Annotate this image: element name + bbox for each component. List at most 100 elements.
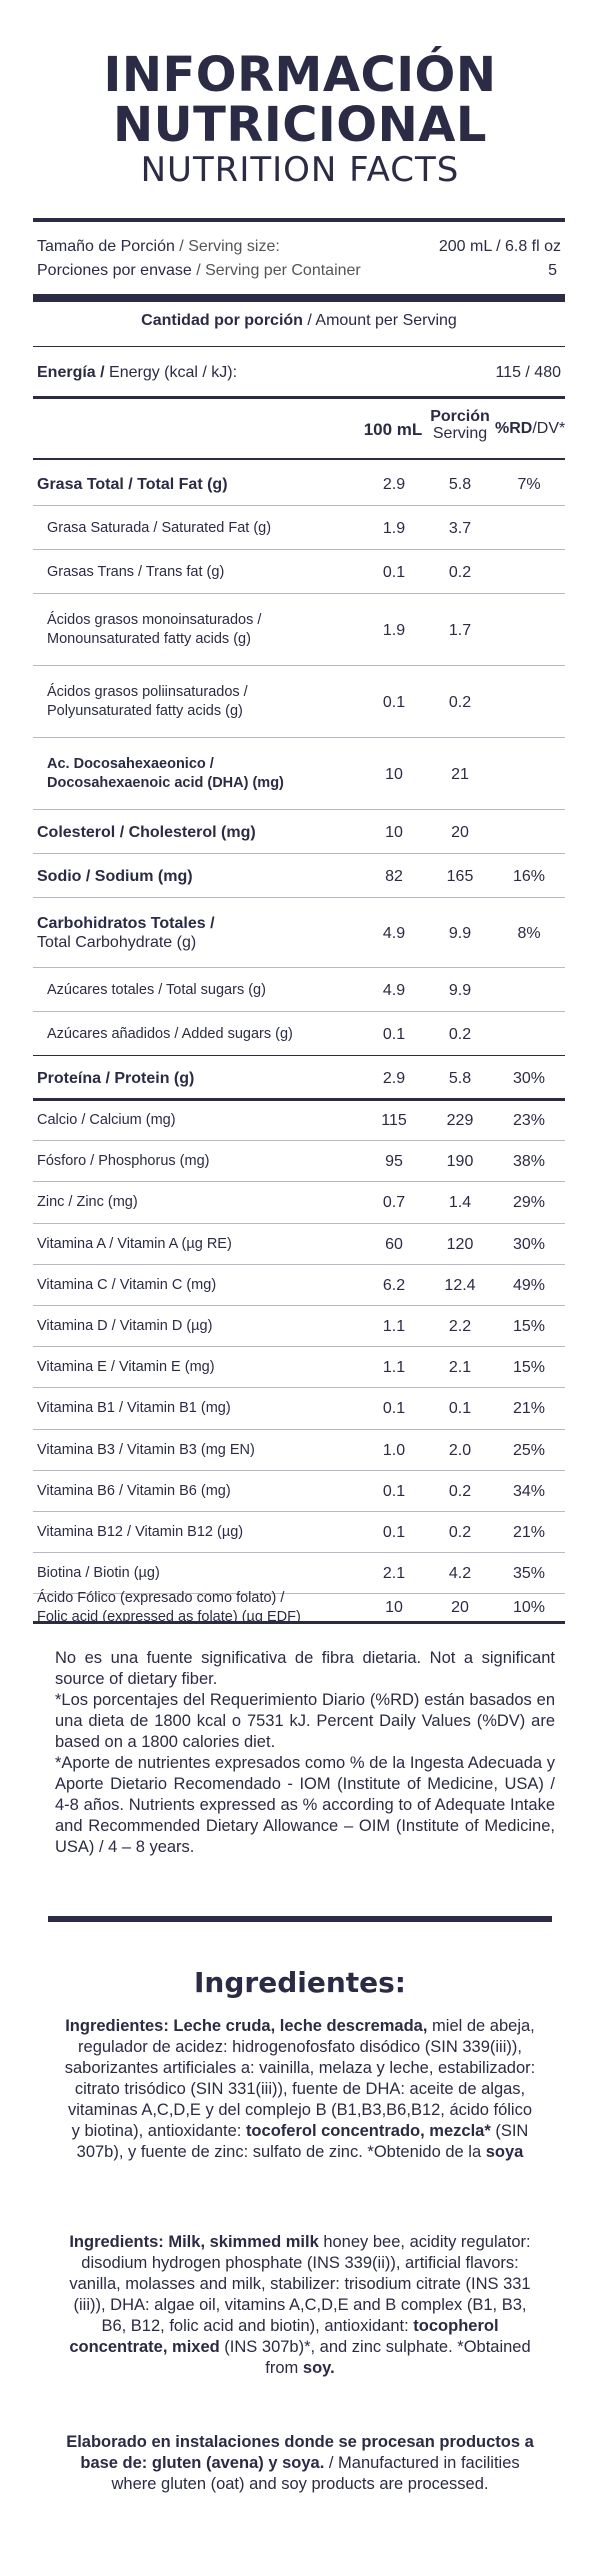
nutrient-value-serving: 5.8 bbox=[448, 1069, 472, 1087]
nutrient-value-dv: 15% bbox=[512, 1359, 546, 1377]
col-rd: %RD bbox=[495, 420, 533, 437]
serving-size-label-es: Tamaño de Porción bbox=[37, 238, 175, 255]
nutrient-label: Vitamina E / Vitamin E (mg) bbox=[37, 1358, 215, 1377]
nutrient-label-line: Vitamina C / Vitamin C (mg) bbox=[37, 1276, 217, 1293]
row-divider bbox=[33, 737, 565, 738]
nutrient-row: Grasa Total / Total Fat (g) 2.9 5.8 7% bbox=[33, 462, 565, 506]
nutrient-row: Vitamina A / Vitamin A (µg RE) 60 120 30% bbox=[33, 1224, 565, 1265]
nutrient-label-line: Ácido Fólico (expresado como folato) / bbox=[37, 1589, 285, 1606]
nutrient-row: Ácidos grasos monoinsaturados / Monounsat… bbox=[33, 594, 565, 666]
nutrient-row: Ácidos grasos poliinsaturados / Polyunsat… bbox=[33, 666, 565, 738]
nutrient-value-dv: 16% bbox=[512, 867, 546, 885]
nutrient-value-100ml: 0.7 bbox=[382, 1194, 406, 1212]
nutrient-label: Fósforo / Phosphorus (mg) bbox=[37, 1152, 209, 1171]
nutrient-label-line: Grasa Saturada / Saturated Fat (g) bbox=[47, 519, 272, 536]
row-divider bbox=[33, 549, 565, 550]
nutrient-row: Biotina / Biotin (µg) 2.1 4.2 35% bbox=[33, 1553, 565, 1595]
nutrient-value-dv: 7% bbox=[517, 475, 541, 493]
nutrient-label: Proteína / Protein (g) bbox=[37, 1069, 194, 1088]
ingredients-en-bold-3: soy. bbox=[302, 2359, 335, 2377]
row-divider bbox=[33, 1181, 565, 1183]
nutrient-value-100ml: 6.2 bbox=[382, 1276, 406, 1294]
nutrient-label-line: Vitamina A / Vitamin A (µg RE) bbox=[37, 1235, 232, 1252]
header-rule bbox=[33, 458, 565, 460]
nutrient-label: Grasa Total / Total Fat (g) bbox=[37, 475, 228, 494]
nutrient-row: Vitamina C / Vitamin C (mg) 6.2 12.4 49% bbox=[33, 1265, 565, 1306]
nutrient-value-serving: 4.2 bbox=[448, 1565, 472, 1583]
nutrient-label: Sodio / Sodium (mg) bbox=[37, 867, 193, 886]
nutrient-label: Carbohidratos Totales / Total Carbohydrat… bbox=[37, 914, 215, 952]
nutrient-label-line-2: Total Carbohydrate (g) bbox=[37, 934, 197, 951]
nutrient-row: Grasa Saturada / Saturated Fat (g) 1.9 3.7 bbox=[33, 506, 565, 550]
nutrient-label-line: Grasa Total / Total Fat (g) bbox=[37, 475, 228, 493]
facility-statement: Elaborado en instalaciones donde se proc… bbox=[62, 2432, 538, 2495]
nutrient-value-serving: 0.2 bbox=[448, 693, 472, 711]
nutrient-value-dv: 15% bbox=[512, 1318, 546, 1336]
nutrient-value-serving: 0.2 bbox=[448, 1524, 472, 1542]
nutrient-row: Carbohidratos Totales / Total Carbohydrat… bbox=[33, 898, 565, 968]
row-divider bbox=[33, 897, 565, 898]
nutrient-value-100ml: 2.9 bbox=[382, 475, 406, 493]
col-porcion: Porción bbox=[430, 408, 490, 425]
nutrient-value-100ml: 4.9 bbox=[382, 981, 406, 999]
top-rule bbox=[33, 218, 565, 222]
ingredients-rule bbox=[48, 1916, 552, 1922]
nutrient-value-100ml: 0.1 bbox=[382, 693, 406, 711]
ingredients-en: Ingredients: Milk, skimmed milk honey be… bbox=[62, 2232, 538, 2379]
nutrient-label-line: Vitamina D / Vitamin D (µg) bbox=[37, 1318, 213, 1335]
nutrient-value-serving: 120 bbox=[446, 1235, 474, 1253]
row-divider bbox=[33, 1263, 565, 1265]
nutrient-value-serving: 20 bbox=[451, 1599, 469, 1617]
nutrient-value-serving: 9.9 bbox=[448, 981, 472, 999]
col-100ml: 100 mL bbox=[363, 420, 423, 439]
nutrient-label-line: Vitamina B1 / Vitamin B1 (mg) bbox=[37, 1400, 231, 1417]
row-divider bbox=[33, 593, 565, 594]
nutrient-value-100ml: 1.0 bbox=[382, 1441, 406, 1459]
footnote-iom: *Aporte de nutrientes expresados como % … bbox=[55, 1754, 555, 1856]
nutrient-row: Grasas Trans / Trans fat (g) 0.1 0.2 bbox=[33, 550, 565, 594]
nutrient-label: Grasas Trans / Trans fat (g) bbox=[47, 563, 224, 582]
nutrient-label-line: Ácidos grasos poliinsaturados / bbox=[47, 684, 248, 700]
nutrient-value-100ml: 0.1 bbox=[382, 1025, 406, 1043]
nutrient-value-100ml: 60 bbox=[385, 1235, 403, 1253]
nutrient-value-serving: 21 bbox=[451, 765, 469, 783]
facility-bold: Elaborado en instalaciones donde se proc… bbox=[66, 2433, 534, 2472]
nutrient-label: Vitamina B3 / Vitamin B3 (mg EN) bbox=[37, 1441, 255, 1460]
amount-divider bbox=[33, 346, 565, 347]
nutrient-value-serving: 2.2 bbox=[448, 1318, 472, 1336]
nutrient-value-serving: 20 bbox=[451, 823, 469, 841]
nutrient-label: Vitamina C / Vitamin C (mg) bbox=[37, 1276, 216, 1295]
nutrient-row: Vitamina D / Vitamin D (µg) 1.1 2.2 15% bbox=[33, 1306, 565, 1348]
nutrient-value-dv: 23% bbox=[512, 1112, 546, 1130]
nutrient-value-serving: 0.2 bbox=[448, 563, 472, 581]
title-line-3: NUTRITION FACTS bbox=[140, 150, 460, 190]
per-container-label-es: Porciones por envase bbox=[37, 262, 192, 279]
col-serving: Serving bbox=[432, 425, 488, 442]
nutrient-value-100ml: 82 bbox=[385, 867, 403, 885]
nutrient-label: Grasa Saturada / Saturated Fat (g) bbox=[47, 519, 271, 538]
nutrient-row: Zinc / Zinc (mg) 0.7 1.4 29% bbox=[33, 1182, 565, 1224]
row-divider bbox=[33, 809, 565, 810]
row-divider bbox=[33, 665, 565, 666]
nutrient-label-line: Azúcares añadidos / Added sugars (g) bbox=[47, 1025, 293, 1042]
row-divider bbox=[33, 1346, 565, 1348]
nutrient-label: Vitamina D / Vitamin D (µg) bbox=[37, 1317, 212, 1336]
row-divider bbox=[33, 1304, 565, 1306]
row-divider bbox=[33, 1387, 565, 1389]
amount-per-serving-en: / Amount per Serving bbox=[302, 312, 457, 329]
nutrient-value-dv: 10% bbox=[512, 1599, 546, 1617]
nutrient-value-100ml: 1.9 bbox=[382, 519, 406, 537]
nutrient-label: Vitamina B6 / Vitamin B6 (mg) bbox=[37, 1482, 231, 1501]
nutrient-label-line: Grasas Trans / Trans fat (g) bbox=[47, 563, 225, 580]
nutrient-row: Vitamina B6 / Vitamin B6 (mg) 0.1 0.2 34% bbox=[33, 1471, 565, 1512]
nutrient-value-100ml: 0.1 bbox=[382, 1482, 406, 1500]
nutrient-label: Vitamina A / Vitamin A (µg RE) bbox=[37, 1235, 232, 1254]
row-divider bbox=[33, 505, 565, 506]
nutrient-label: Vitamina B12 / Vitamin B12 (µg) bbox=[37, 1523, 243, 1542]
energy-label-es: Energía / bbox=[37, 364, 105, 381]
footnotes: No es una fuente significativa de fibra … bbox=[55, 1648, 555, 1858]
column-headers: 100 mL Porción Serving %RD/DV* bbox=[33, 408, 566, 456]
nutrient-label-line: Ac. Docosahexaeonico / bbox=[47, 756, 214, 772]
nutrient-label-line-2: Docosahexaenoic acid (DHA) (mg) bbox=[47, 775, 284, 791]
energy-label-en: Energy (kcal / kJ): bbox=[104, 364, 238, 381]
